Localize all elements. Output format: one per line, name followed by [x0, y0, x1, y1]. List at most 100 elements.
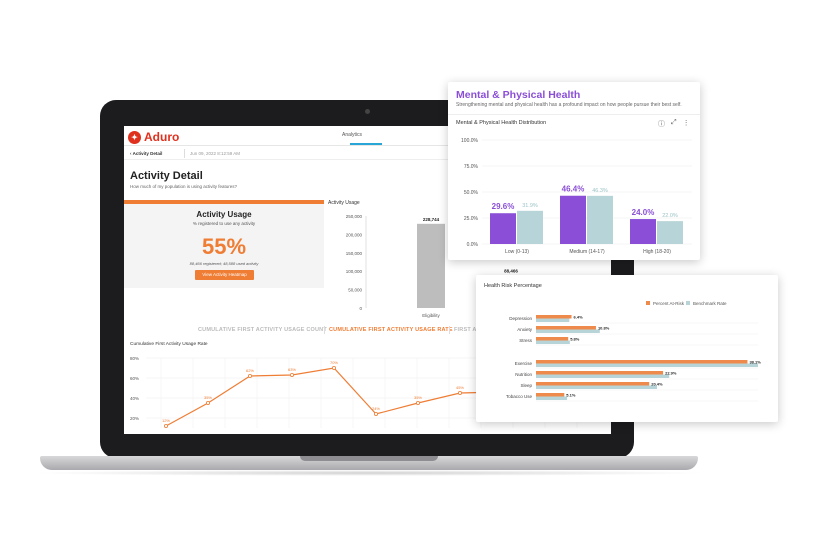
- benchmark-bar: [536, 318, 570, 322]
- data-label: 63%: [288, 367, 296, 372]
- category-label: Stress: [519, 338, 533, 343]
- data-point: [331, 365, 336, 370]
- logo[interactable]: ✦ Aduro: [128, 130, 179, 144]
- y-tick-label: 60%: [130, 376, 139, 381]
- y-tick-label: 0: [359, 306, 362, 311]
- usage-percent: 55%: [201, 234, 247, 259]
- camera-icon: [365, 109, 370, 114]
- distribution-chart-title: Mental & Physical Health Distribution: [456, 120, 547, 126]
- data-label: 35%: [414, 395, 422, 400]
- nav-tab-indicator: [350, 143, 382, 145]
- y-tick-label: 100,000: [346, 269, 363, 274]
- view-heatmap-button[interactable]: View Activity Heatmap: [195, 270, 254, 280]
- distribution-bar: [517, 210, 543, 244]
- at-risk-bar: [536, 326, 596, 330]
- bar-value-label: 31.9%: [522, 203, 538, 209]
- distribution-bar: [630, 219, 656, 244]
- benchmark-bar: [536, 340, 570, 344]
- info-icon[interactable]: ⓘ: [658, 121, 665, 128]
- tab-bar: CUMULATIVE FIRST ACTIVITY USAGE COUNT CU…: [124, 325, 611, 337]
- x-tick-label: Medium (14-17): [569, 249, 605, 255]
- data-label: 35%: [204, 395, 212, 400]
- bar-value-label: 22.9%: [665, 371, 677, 376]
- bar-value-label: 10.8%: [598, 326, 610, 331]
- expand-icon[interactable]: ⤢: [671, 119, 677, 126]
- laptop-shadow: [30, 470, 708, 476]
- y-tick-label: 0.0%: [467, 242, 479, 248]
- benchmark-bar: [536, 329, 600, 333]
- y-tick-label: 150,000: [346, 251, 363, 256]
- data-point: [248, 373, 253, 378]
- tab-first-activity[interactable]: FIRST AC: [454, 327, 481, 333]
- y-tick-label: 200,000: [346, 232, 363, 237]
- data-point: [206, 401, 211, 406]
- bar-value-label: 38.1%: [749, 360, 761, 365]
- usage-bar: [417, 223, 445, 308]
- y-tick-label: 40%: [130, 396, 139, 401]
- category-label: Tobacco Use: [506, 394, 533, 399]
- legend-label: Percent At-Risk: [653, 301, 685, 306]
- bar-value-label: 6.4%: [574, 315, 584, 320]
- activity-usage-card: Activity Usage % registered to use any a…: [124, 204, 324, 288]
- benchmark-bar: [536, 396, 568, 400]
- distribution-bar: [657, 221, 683, 244]
- tab-divider: [324, 326, 325, 334]
- at-risk-bar: [536, 360, 748, 364]
- page-title: Activity Detail: [130, 170, 203, 182]
- flame-icon: ✦: [128, 130, 141, 144]
- sub-bar: ‹ Activity Detail Jun 09, 2022 8:12:59 A…: [124, 147, 611, 160]
- data-point: [373, 412, 378, 417]
- chart-toolbar: ⓘ ⤢ ⋮: [658, 119, 690, 129]
- distribution-bar: [587, 195, 613, 244]
- data-point: [415, 401, 420, 406]
- y-tick-label: 80%: [130, 356, 139, 361]
- y-tick-label: 25.0%: [464, 216, 479, 222]
- tab-usage-count[interactable]: CUMULATIVE FIRST ACTIVITY USAGE COUNT: [198, 327, 327, 333]
- legend-swatch: [686, 301, 690, 305]
- bar-value-label: 22.0%: [662, 213, 678, 219]
- data-label: 12%: [162, 418, 170, 423]
- usage-rate-line: [165, 367, 503, 427]
- logo-text: Aduro: [144, 130, 180, 144]
- at-risk-bar: [536, 315, 572, 319]
- timestamp: Jun 09, 2022 8:12:59 AM: [190, 151, 241, 156]
- data-label: 24%: [372, 406, 380, 411]
- legend-swatch: [646, 301, 650, 305]
- distribution-bar: [560, 195, 586, 244]
- data-point: [164, 424, 169, 429]
- category-label: Depression: [509, 316, 532, 321]
- bar-value-label: 5.1%: [566, 393, 576, 398]
- divider: [448, 114, 700, 115]
- y-tick-label: 75.0%: [464, 164, 479, 170]
- health-risk-chart: Percent At-Risk Benchmark Rate Depression 6…: [506, 301, 761, 402]
- nav-tab-analytics[interactable]: Analytics: [342, 132, 363, 138]
- x-tick-label: High (18-20): [643, 249, 671, 255]
- benchmark-bar: [536, 363, 758, 367]
- breadcrumb[interactable]: ‹ Activity Detail: [130, 151, 163, 156]
- bar-value-label: 88,466: [504, 268, 518, 273]
- y-tick-label: 100.0%: [461, 138, 479, 144]
- health-risk-title: Health Risk Percentage: [484, 283, 542, 289]
- usage-card-title: Activity Usage: [196, 210, 252, 219]
- mental-health-subtitle: Strengthening mental and physical health…: [456, 102, 682, 108]
- y-tick-label: 50,000: [348, 288, 362, 293]
- at-risk-bar: [536, 337, 569, 341]
- health-risk-card: Health Risk Percentage Percent At-Risk Be…: [476, 275, 778, 422]
- category-label: Anxiety: [517, 327, 533, 332]
- more-icon[interactable]: ⋮: [682, 120, 690, 127]
- benchmark-bar: [536, 385, 657, 389]
- activity-usage-title: Activity Usage: [328, 200, 360, 206]
- legend-label: Benchmark Rate: [693, 301, 727, 306]
- bar-value-label: 5.8%: [570, 337, 580, 342]
- data-label: 45%: [456, 385, 464, 390]
- tab-usage-rate[interactable]: CUMULATIVE FIRST ACTIVITY USAGE RATE: [329, 327, 453, 333]
- laptop-notch: [300, 456, 438, 461]
- bar-value-label: 46.3%: [592, 188, 608, 194]
- y-tick-label: 50.0%: [464, 190, 479, 196]
- at-risk-bar: [536, 371, 664, 375]
- mental-health-card: Mental & Physical Health Strengthening m…: [448, 82, 700, 260]
- data-label: 62%: [246, 368, 254, 373]
- x-tick-label: Low (0-13): [505, 249, 529, 255]
- mental-health-title: Mental & Physical Health: [456, 89, 581, 101]
- y-tick-label: 20%: [130, 416, 139, 421]
